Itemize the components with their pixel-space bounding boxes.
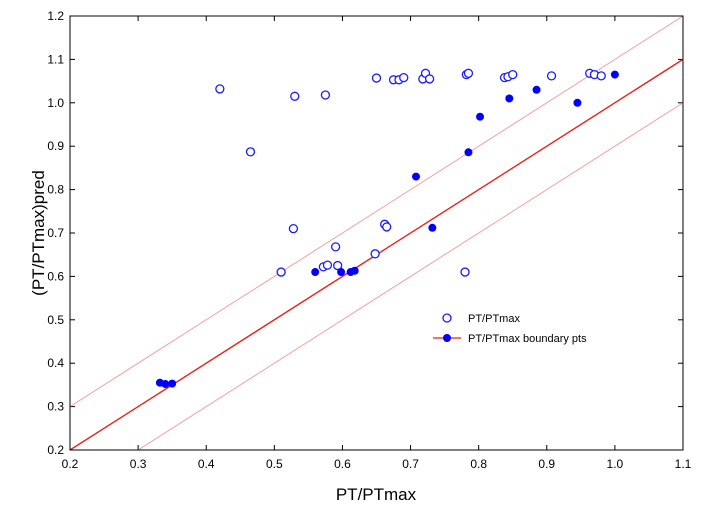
open-circle-point: [424, 74, 435, 84]
plot-frame: [69, 15, 684, 451]
open-circle-point: [333, 260, 343, 271]
filled-circle-point: [532, 85, 541, 94]
y-tick-label: 1.1: [47, 52, 64, 66]
open-circle-point: [460, 267, 470, 277]
legend-label-series-2: PT/PTmax boundary pts: [468, 333, 587, 345]
lower-band-line: [137, 102, 683, 450]
x-tick-label: 0.4: [198, 457, 215, 471]
filled-circle-point: [476, 112, 485, 121]
open-circle-point: [288, 224, 299, 234]
y-tick-label: 1.0: [47, 96, 64, 110]
y-tick-label: 1.2: [47, 9, 64, 23]
y-tick-label: 0.9: [47, 139, 64, 153]
y-tick-label: 0.4: [47, 356, 64, 370]
x-tick-label: 0.5: [266, 457, 283, 471]
filled-circle-point: [428, 223, 437, 232]
y-axis-ticks: 0.2 0.3 0.4 0.5 0.6 0.7 0.8 0.9 1.0 1.1 1.2: [47, 9, 683, 457]
filled-circle-point: [610, 70, 619, 79]
filled-circle-point: [412, 172, 421, 181]
filled-circle-point: [505, 94, 514, 103]
open-circle-point: [322, 260, 333, 270]
y-tick-label: 0.5: [47, 313, 64, 327]
filled-circle-point: [573, 98, 582, 107]
x-axis-title: PT/PTmax: [336, 485, 417, 504]
x-axis-ticks: 0.2 0.3 0.4 0.5 0.6 0.7 0.8 0.9 1.0 1.1: [62, 16, 692, 471]
open-circle-point: [276, 267, 286, 277]
x-tick-label: 0.8: [470, 457, 487, 471]
upper-band-line: [70, 16, 683, 408]
open-circle-point: [382, 222, 392, 232]
data-points: [155, 68, 619, 389]
filled-circle-point: [464, 148, 473, 157]
filled-circle-point: [168, 379, 177, 388]
filled-circle-point: [337, 268, 346, 277]
open-circle-point: [370, 249, 380, 259]
filled-circle-point: [311, 268, 320, 277]
x-tick-label: 0.9: [538, 457, 555, 471]
y-tick-label: 0.7: [47, 226, 64, 240]
open-circle-point: [399, 72, 409, 83]
open-circle-point: [371, 73, 382, 83]
open-circle-point: [463, 68, 474, 78]
y-axis-title: (PT/PTmax)pred: [29, 170, 48, 296]
x-tick-label: 1.1: [675, 457, 692, 471]
open-circle-point: [596, 71, 606, 81]
open-circle-point: [290, 91, 300, 101]
x-tick-label: 0.3: [130, 457, 147, 471]
open-circle-point: [330, 242, 341, 252]
open-circle-point: [215, 84, 225, 94]
y-tick-label: 0.6: [47, 269, 64, 283]
x-tick-label: 1.0: [607, 457, 624, 471]
legend-marker-filled-circle: [443, 334, 451, 342]
legend-marker-open-circle: [442, 313, 452, 323]
filled-circle-point: [350, 266, 359, 275]
open-circle-point: [320, 90, 331, 100]
legend-label-series-1: PT/PTmax: [468, 313, 520, 325]
legend: PT/PTmax PT/PTmax boundary pts: [433, 313, 587, 345]
x-tick-label: 0.6: [334, 457, 351, 471]
y-tick-label: 0.2: [47, 443, 64, 457]
x-tick-label: 0.2: [62, 457, 79, 471]
y-tick-label: 0.3: [47, 400, 64, 414]
y-tick-label: 0.8: [47, 183, 64, 197]
open-circle-point: [546, 71, 557, 81]
open-circle-point: [508, 69, 518, 80]
x-tick-label: 0.7: [402, 457, 419, 471]
open-circle-point: [245, 147, 256, 157]
filled-circle-point: [161, 380, 170, 389]
